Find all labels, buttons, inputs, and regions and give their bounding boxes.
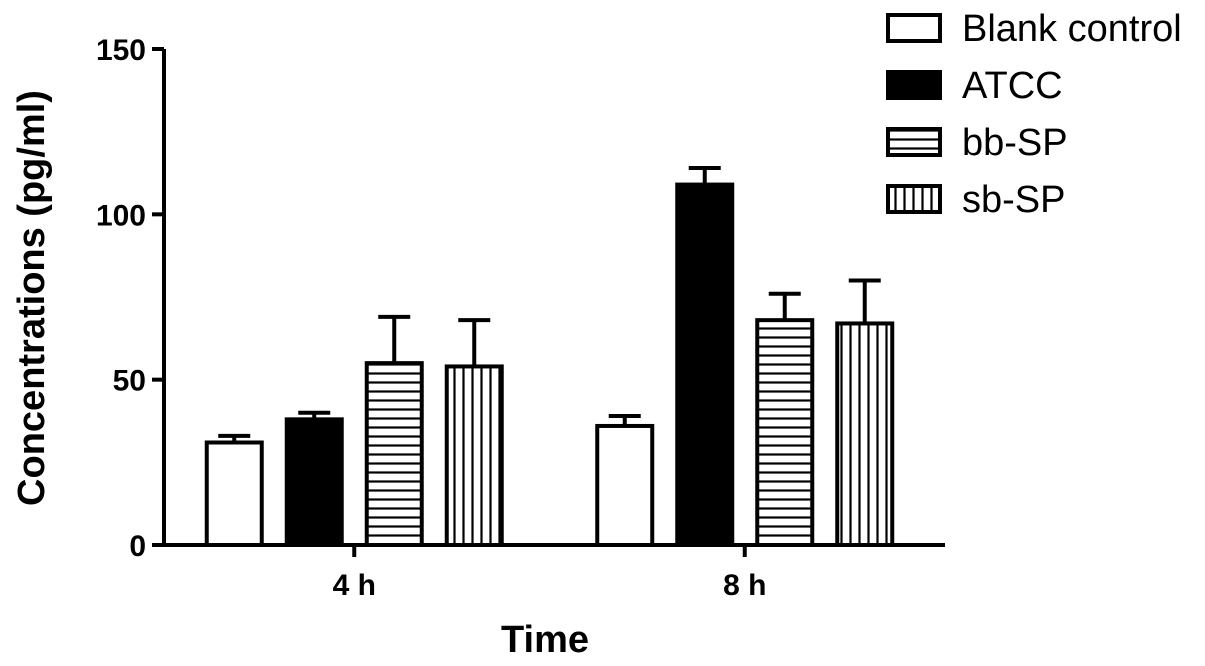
y-axis-title: Concentrations (pg/ml) (11, 90, 53, 506)
legend-swatch-sb-sp (886, 184, 942, 214)
legend-label-blank-control: Blank control (962, 8, 1182, 50)
x-tick-label: 4 h (333, 569, 376, 602)
y-axis: 0 50 100 150 (96, 34, 166, 563)
bar-bb-sp-4-h (364, 361, 424, 547)
legend-label-sb-sp: sb-SP (962, 179, 1065, 221)
legend-swatch-bb-sp (886, 127, 942, 157)
legend-swatch-blank-control (886, 13, 942, 43)
y-tick-label: 100 (96, 199, 146, 232)
legend: Blank control ATCC bb-SP sb-SP (886, 8, 1182, 221)
y-tick-label: 50 (113, 365, 146, 398)
bar-sb-sp-8-h (835, 321, 895, 547)
bar-sb-sp-4-h (444, 364, 504, 547)
bars (204, 166, 895, 548)
legend-swatch-atcc (886, 70, 942, 100)
bar-bb-sp-8-h (755, 318, 815, 547)
y-tick-label: 0 (129, 530, 146, 563)
legend-label-atcc: ATCC (962, 65, 1063, 107)
y-tick-label: 150 (96, 34, 146, 67)
x-axis: 4 h 8 h (164, 543, 945, 602)
x-axis-title: Time (501, 619, 589, 661)
bar-atcc-8-h (675, 182, 735, 547)
bar-blank-control-4-h (204, 440, 264, 548)
bar-blank-control-8-h (595, 423, 655, 547)
x-tick-label: 8 h (723, 569, 766, 602)
legend-label-bb-sp: bb-SP (962, 122, 1068, 164)
bar-atcc-4-h (284, 417, 344, 548)
